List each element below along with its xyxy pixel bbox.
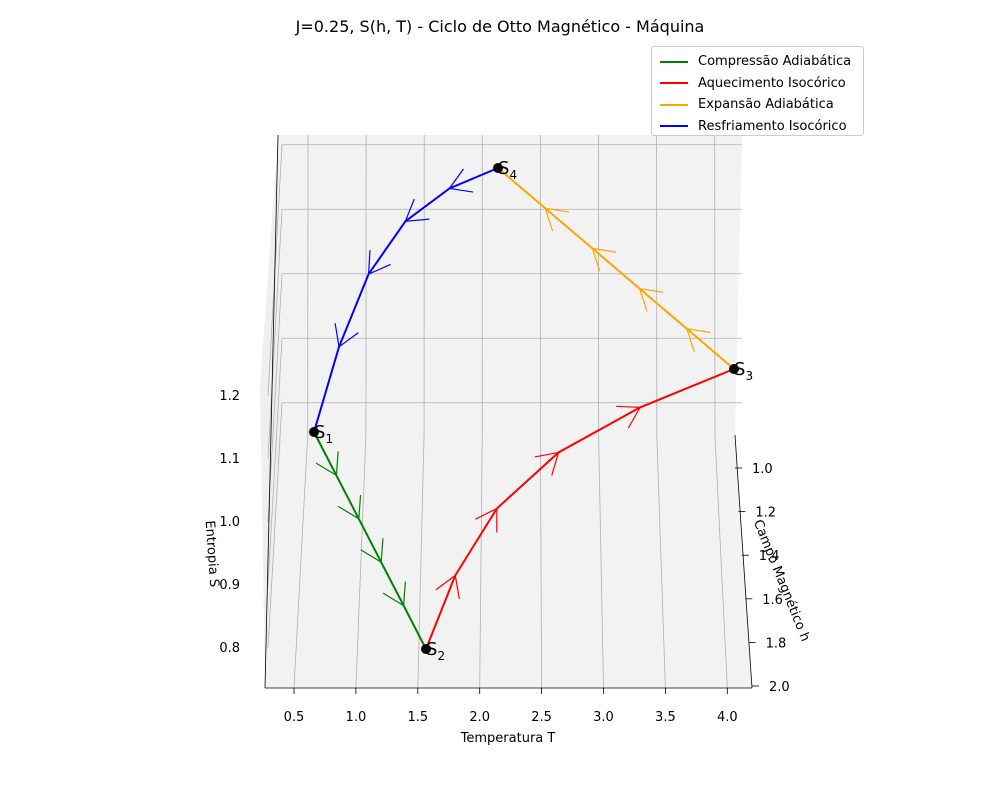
grid-line-t-floor xyxy=(417,434,425,689)
series-arrow-3 xyxy=(367,250,391,276)
series-arrow-0 xyxy=(315,451,339,477)
x-axis-label: Temperatura T xyxy=(460,731,556,746)
tick-labels: 0.5 1.0 1.5 2.0 2.5 3.0 3.5 4.0 0.8 0.9 1.0 1.1 1.2 1… xyxy=(219,389,789,725)
series-line-2 xyxy=(497,167,735,370)
series-arrow-1 xyxy=(435,574,460,600)
x-tick-label: 2.5 xyxy=(531,710,552,725)
series-line-1 xyxy=(425,368,735,650)
y-tick-label: 1.0 xyxy=(752,462,773,477)
y-tick-label: 1.6 xyxy=(762,593,783,608)
grid-line-s-side xyxy=(267,338,283,586)
z-tick-label: 1.0 xyxy=(219,515,240,530)
state-point-2 xyxy=(421,644,431,654)
grid-line-t-floor xyxy=(714,434,728,689)
y-axis-line xyxy=(734,434,753,689)
x-tick-label: 4.0 xyxy=(717,710,738,725)
legend-item-expansao: Expansão Adiabática xyxy=(660,94,855,116)
grid-line-s-side xyxy=(267,402,283,649)
chart-title: J=0.25, S(h, T) - Ciclo de Otto Magnétic… xyxy=(295,17,705,36)
series-layer xyxy=(313,167,735,650)
y-tick-label: 1.4 xyxy=(759,549,780,564)
series-arrow-2 xyxy=(544,207,570,232)
grid-line-s-side xyxy=(267,209,283,460)
x-tick-label: 2.0 xyxy=(469,710,490,725)
series-arrow-0 xyxy=(382,581,406,607)
z-tick-label: 0.8 xyxy=(219,641,240,656)
z-axis-line xyxy=(264,134,279,689)
grid-line-t-floor xyxy=(598,434,604,689)
state-point-1 xyxy=(309,427,319,437)
legend-swatch-resfriamento xyxy=(660,125,688,128)
back-pane xyxy=(278,135,742,435)
grid xyxy=(267,134,742,689)
legend-label-aquecimento: Aquecimento Isocórico xyxy=(698,75,846,91)
state-point-4 xyxy=(493,163,503,173)
series-arrow-1 xyxy=(616,405,642,429)
x-tick-label: 1.5 xyxy=(407,710,428,725)
legend-label-resfriamento: Resfriamento Isocórico xyxy=(698,118,847,134)
y-tick-label: 1.2 xyxy=(755,506,776,521)
x-tick-label: 3.0 xyxy=(593,710,614,725)
legend-item-resfriamento: Resfriamento Isocórico xyxy=(660,116,855,138)
legend-swatch-expansao xyxy=(660,103,688,106)
axes xyxy=(264,134,753,689)
series-arrow-2 xyxy=(685,328,711,352)
legend-label-expansao: Expansão Adiabática xyxy=(698,97,834,113)
y-axis-label: Campo Magnético h xyxy=(750,518,813,644)
series-arrow-3 xyxy=(448,168,474,193)
series-arrow-3 xyxy=(404,198,430,222)
grid-line-s-side xyxy=(267,273,283,523)
grid-line-t-floor xyxy=(479,434,483,689)
grid-line-t-floor xyxy=(540,434,542,689)
series-arrow-1 xyxy=(534,451,560,476)
y-tick-label: 2.0 xyxy=(769,680,790,695)
y-tick-label: 1.8 xyxy=(766,636,787,651)
legend: Compressão Adiabática Aquecimento Isocór… xyxy=(651,46,864,136)
legend-swatch-aquecimento xyxy=(660,82,688,85)
grid-line-t-floor xyxy=(656,434,666,689)
z-tick-label: 0.9 xyxy=(219,578,240,593)
series-arrow-2 xyxy=(591,247,617,272)
state-point-label-3: S3 xyxy=(734,359,753,383)
legend-swatch-compressao xyxy=(660,60,688,63)
legend-item-compressao: Compressão Adiabática xyxy=(660,51,855,73)
state-point-3 xyxy=(729,364,739,374)
series-line-3 xyxy=(313,167,499,433)
series-arrow-0 xyxy=(337,494,362,520)
legend-label-compressao: Compressão Adiabática xyxy=(698,54,852,70)
z-axis-label: Entropia S xyxy=(202,520,222,588)
legend-item-aquecimento: Aquecimento Isocórico xyxy=(660,73,855,95)
z-tick-label: 1.2 xyxy=(219,389,240,404)
series-arrow-3 xyxy=(334,323,359,348)
series-line-0 xyxy=(313,431,427,650)
x-tick-label: 1.0 xyxy=(346,710,367,725)
series-arrow-2 xyxy=(638,287,664,312)
x-tick-label: 3.5 xyxy=(655,710,676,725)
grid-line-t-floor xyxy=(355,434,367,689)
grid-line-t-floor xyxy=(293,434,309,689)
series-arrow-1 xyxy=(475,507,498,533)
z-tick-label: 1.1 xyxy=(219,452,240,467)
x-tick-label: 0.5 xyxy=(284,710,305,725)
series-arrow-0 xyxy=(360,538,384,564)
floor-pane xyxy=(265,435,752,688)
